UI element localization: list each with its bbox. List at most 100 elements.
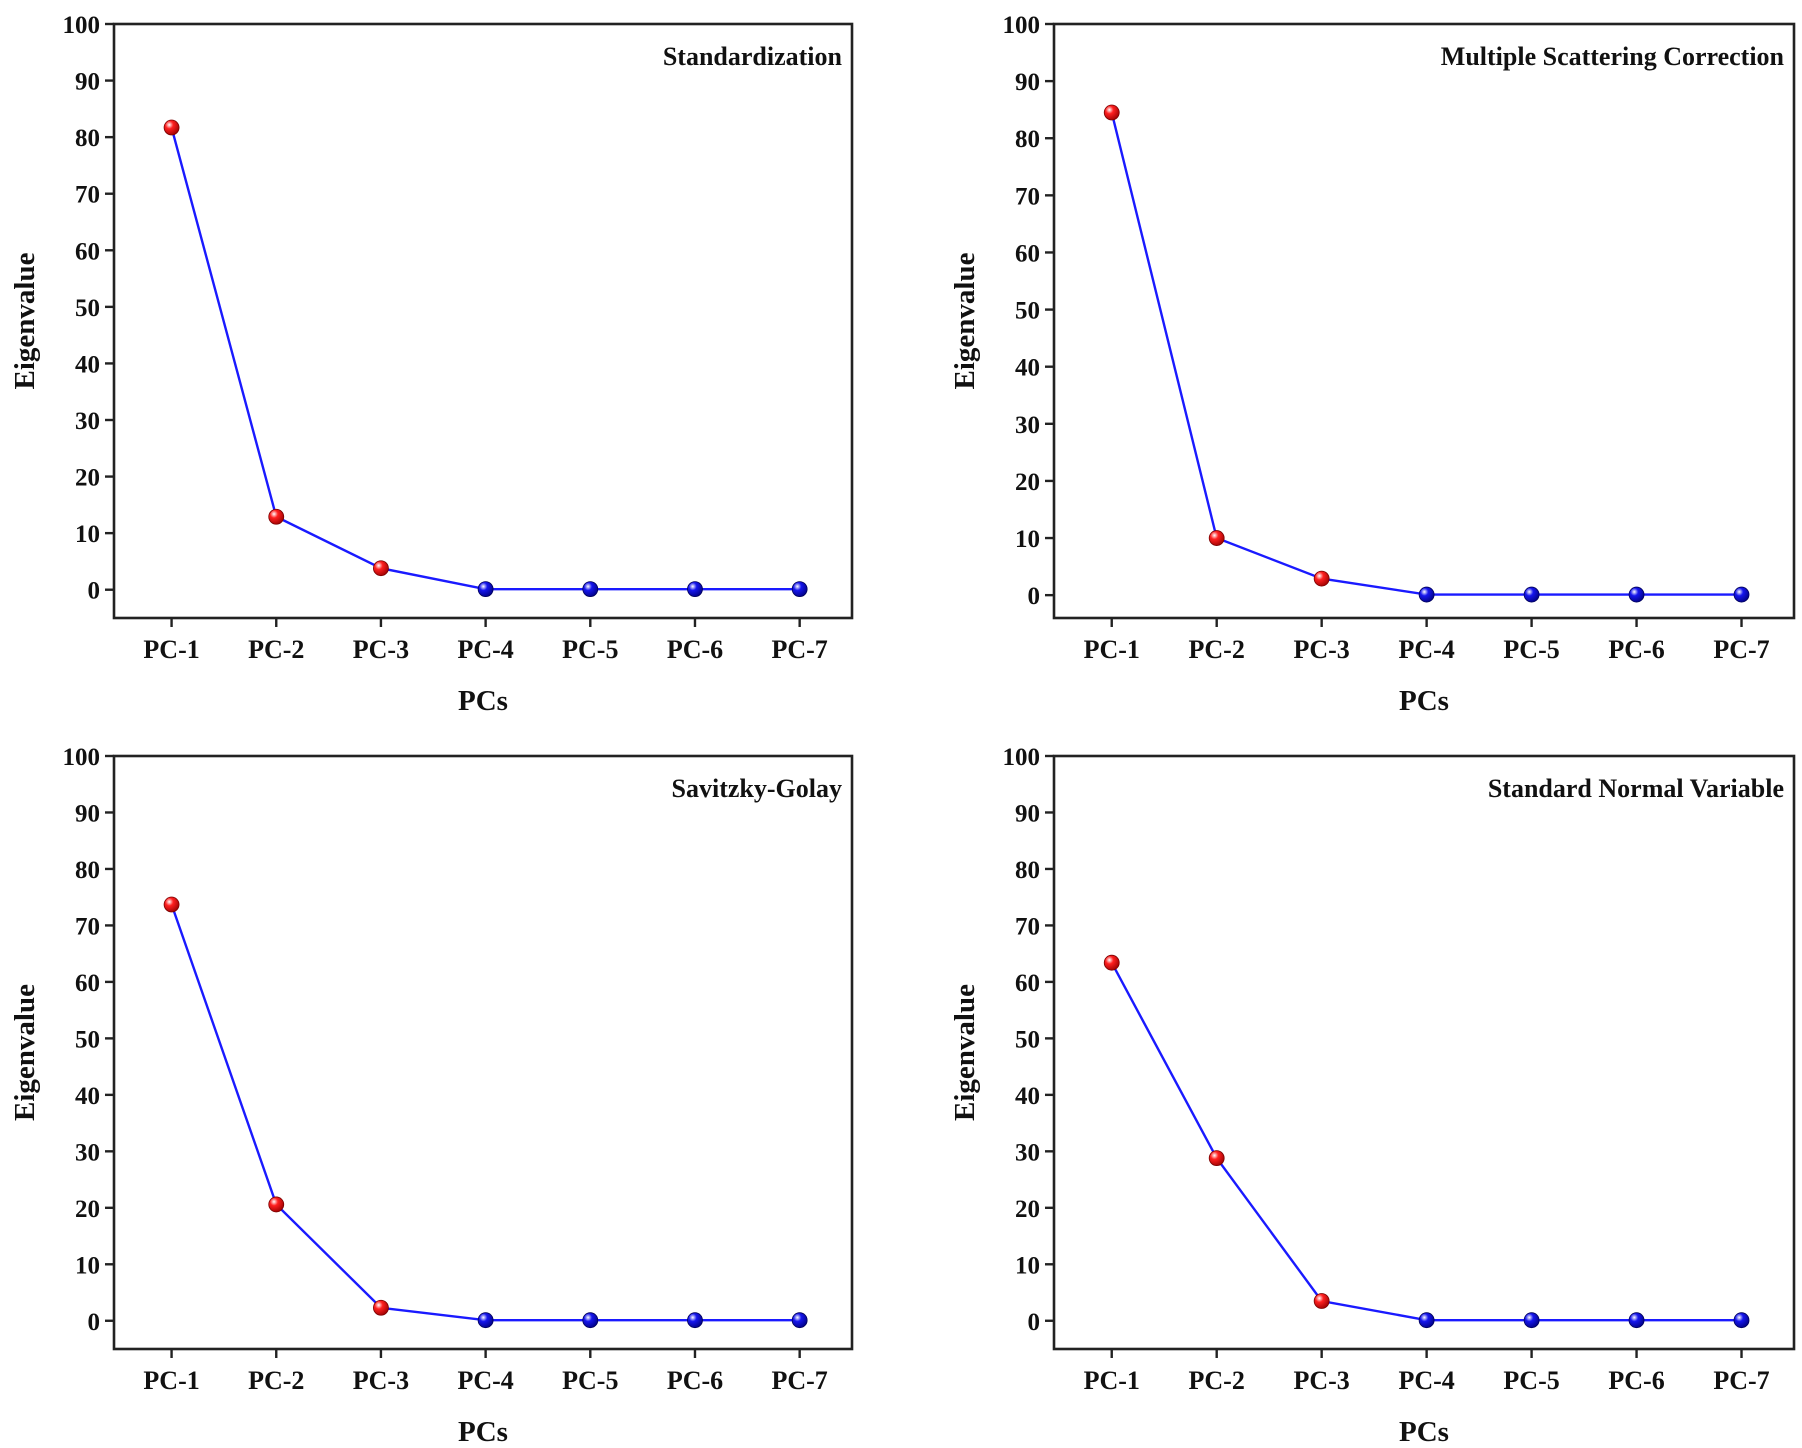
y-tick-label: 0: [1028, 1309, 1041, 1336]
x-tick-label: PC-5: [1503, 635, 1559, 664]
data-point-highlighted: [1208, 1150, 1225, 1167]
panel-title: Standardization: [663, 42, 843, 71]
y-tick-label: 40: [1015, 1083, 1040, 1110]
data-point: [687, 581, 703, 598]
plot-frame: [112, 754, 854, 1351]
series-line: [1110, 112, 1742, 596]
data-point-highlighted: [373, 560, 389, 577]
y-tick-label: 50: [75, 295, 100, 322]
y-tick-label: 30: [75, 408, 100, 435]
x-tick-label: PC-6: [667, 1366, 723, 1395]
panel-title: Savitzky-Golay: [672, 774, 842, 803]
y-tick-label: 100: [1003, 744, 1041, 771]
y-tick-label: 10: [1015, 526, 1040, 553]
data-point: [1523, 586, 1540, 603]
y-tick-label: 70: [1015, 913, 1040, 940]
data-point-highlighted: [163, 119, 180, 136]
y-tick-label: 0: [1028, 583, 1041, 610]
y-tick-label: 60: [75, 238, 100, 265]
y-tick-label: 90: [1015, 69, 1040, 96]
x-tick-label: PC-3: [353, 635, 409, 664]
data-point-highlighted: [1208, 530, 1225, 546]
data-point-highlighted: [163, 896, 180, 913]
data-point-highlighted: [1103, 954, 1120, 971]
y-tick-label: 0: [88, 1309, 101, 1336]
data-point-highlighted: [373, 1299, 389, 1316]
y-tick-label: 80: [1015, 126, 1040, 153]
x-tick-label: PC-1: [1084, 635, 1140, 664]
data-point: [1418, 1312, 1435, 1329]
y-tick-label: 40: [75, 1083, 100, 1110]
x-axis-title: PCs: [458, 685, 508, 717]
y-tick-label: 70: [75, 182, 100, 209]
x-tick-label: PC-3: [1293, 1366, 1349, 1395]
y-tick-label: 100: [63, 744, 101, 771]
y-tick-label: 20: [75, 465, 100, 492]
y-tick-label: 60: [1015, 240, 1040, 267]
y-tick-label: 70: [1015, 183, 1040, 210]
y-tick-label: 50: [75, 1026, 100, 1053]
x-axis-title: PCs: [1399, 1416, 1449, 1448]
y-tick-label: 90: [75, 800, 100, 827]
y-tick-label: 10: [75, 1252, 100, 1279]
data-point: [1523, 1312, 1540, 1329]
x-tick-label: PC-1: [143, 635, 199, 664]
y-tick-label: 100: [63, 12, 101, 39]
data-point: [791, 581, 808, 598]
y-tick-label: 20: [1015, 1196, 1040, 1223]
y-tick-label: 50: [1015, 1026, 1040, 1053]
data-point: [582, 581, 599, 598]
y-tick-label: 40: [75, 351, 100, 378]
chart-panel-1: 0 10 20 30 40 50 60 70 80 90 100 PC-1 PC-2 PC-3 PC-4 PC…: [9, 12, 854, 717]
y-tick-label: 90: [1015, 800, 1040, 827]
x-tick-label: PC-2: [248, 1366, 304, 1395]
data-point: [791, 1312, 808, 1329]
y-tick-label: 60: [75, 970, 100, 997]
x-tick-label: PC-5: [562, 1366, 618, 1395]
panel-title: Standard Normal Variable: [1488, 774, 1784, 803]
x-axis-title: PCs: [1399, 685, 1449, 717]
x-tick-label: PC-7: [771, 1366, 827, 1395]
x-tick-label: PC-4: [1398, 635, 1454, 664]
data-point: [582, 1312, 599, 1329]
y-tick-label: 80: [75, 857, 100, 884]
x-tick-label: PC-3: [1293, 635, 1349, 664]
x-tick-label: PC-1: [143, 1366, 199, 1395]
y-tick-label: 50: [1015, 298, 1040, 325]
data-point-highlighted: [1313, 570, 1330, 587]
y-tick-label: 0: [88, 578, 101, 605]
data-point: [1733, 586, 1750, 603]
x-tick-label: PC-5: [1503, 1366, 1559, 1395]
x-tick-label: PC-2: [248, 635, 304, 664]
x-tick-label: PC-1: [1084, 1366, 1140, 1395]
x-tick-label: PC-6: [1608, 1366, 1664, 1395]
data-point-highlighted: [268, 1196, 285, 1213]
x-tick-label: PC-2: [1189, 635, 1245, 664]
data-point-highlighted: [1103, 104, 1120, 121]
data-point: [1628, 1312, 1645, 1329]
series-line: [170, 127, 800, 591]
data-point: [1418, 586, 1435, 603]
x-axis-title: PCs: [458, 1416, 508, 1448]
plot-frame: [1052, 754, 1796, 1351]
chart-panel-3: 0 10 20 30 40 50 60 70 80 90 100 PC-1 PC-2 PC-3 PC-4 PC…: [9, 744, 854, 1448]
plot-frame: [1052, 22, 1796, 620]
y-tick-label: 100: [1003, 12, 1041, 39]
series-line: [1110, 962, 1742, 1322]
y-axis-title: Eigenvalue: [9, 984, 41, 1121]
x-tick-label: PC-4: [457, 635, 513, 664]
data-point-highlighted: [268, 508, 285, 525]
y-axis-title: Eigenvalue: [9, 252, 41, 389]
data-point: [477, 1312, 494, 1329]
x-tick-label: PC-4: [1398, 1366, 1454, 1395]
y-tick-label: 20: [75, 1196, 100, 1223]
data-point: [1733, 1312, 1750, 1329]
x-tick-label: PC-4: [457, 1366, 513, 1395]
x-tick-label: PC-2: [1189, 1366, 1245, 1395]
plot-frame: [112, 22, 854, 620]
x-tick-label: PC-6: [667, 635, 723, 664]
y-tick-label: 20: [1015, 469, 1040, 496]
y-tick-label: 30: [75, 1139, 100, 1166]
x-tick-label: PC-5: [562, 635, 618, 664]
